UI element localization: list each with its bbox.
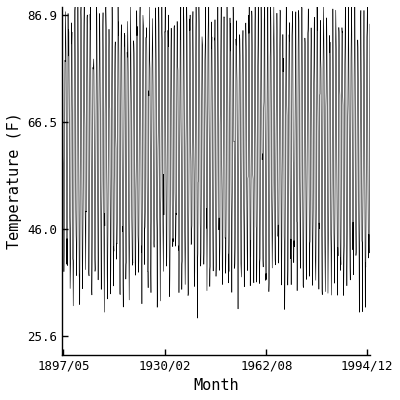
X-axis label: Month: Month [193, 378, 239, 393]
Y-axis label: Temperature (F): Temperature (F) [7, 112, 22, 249]
